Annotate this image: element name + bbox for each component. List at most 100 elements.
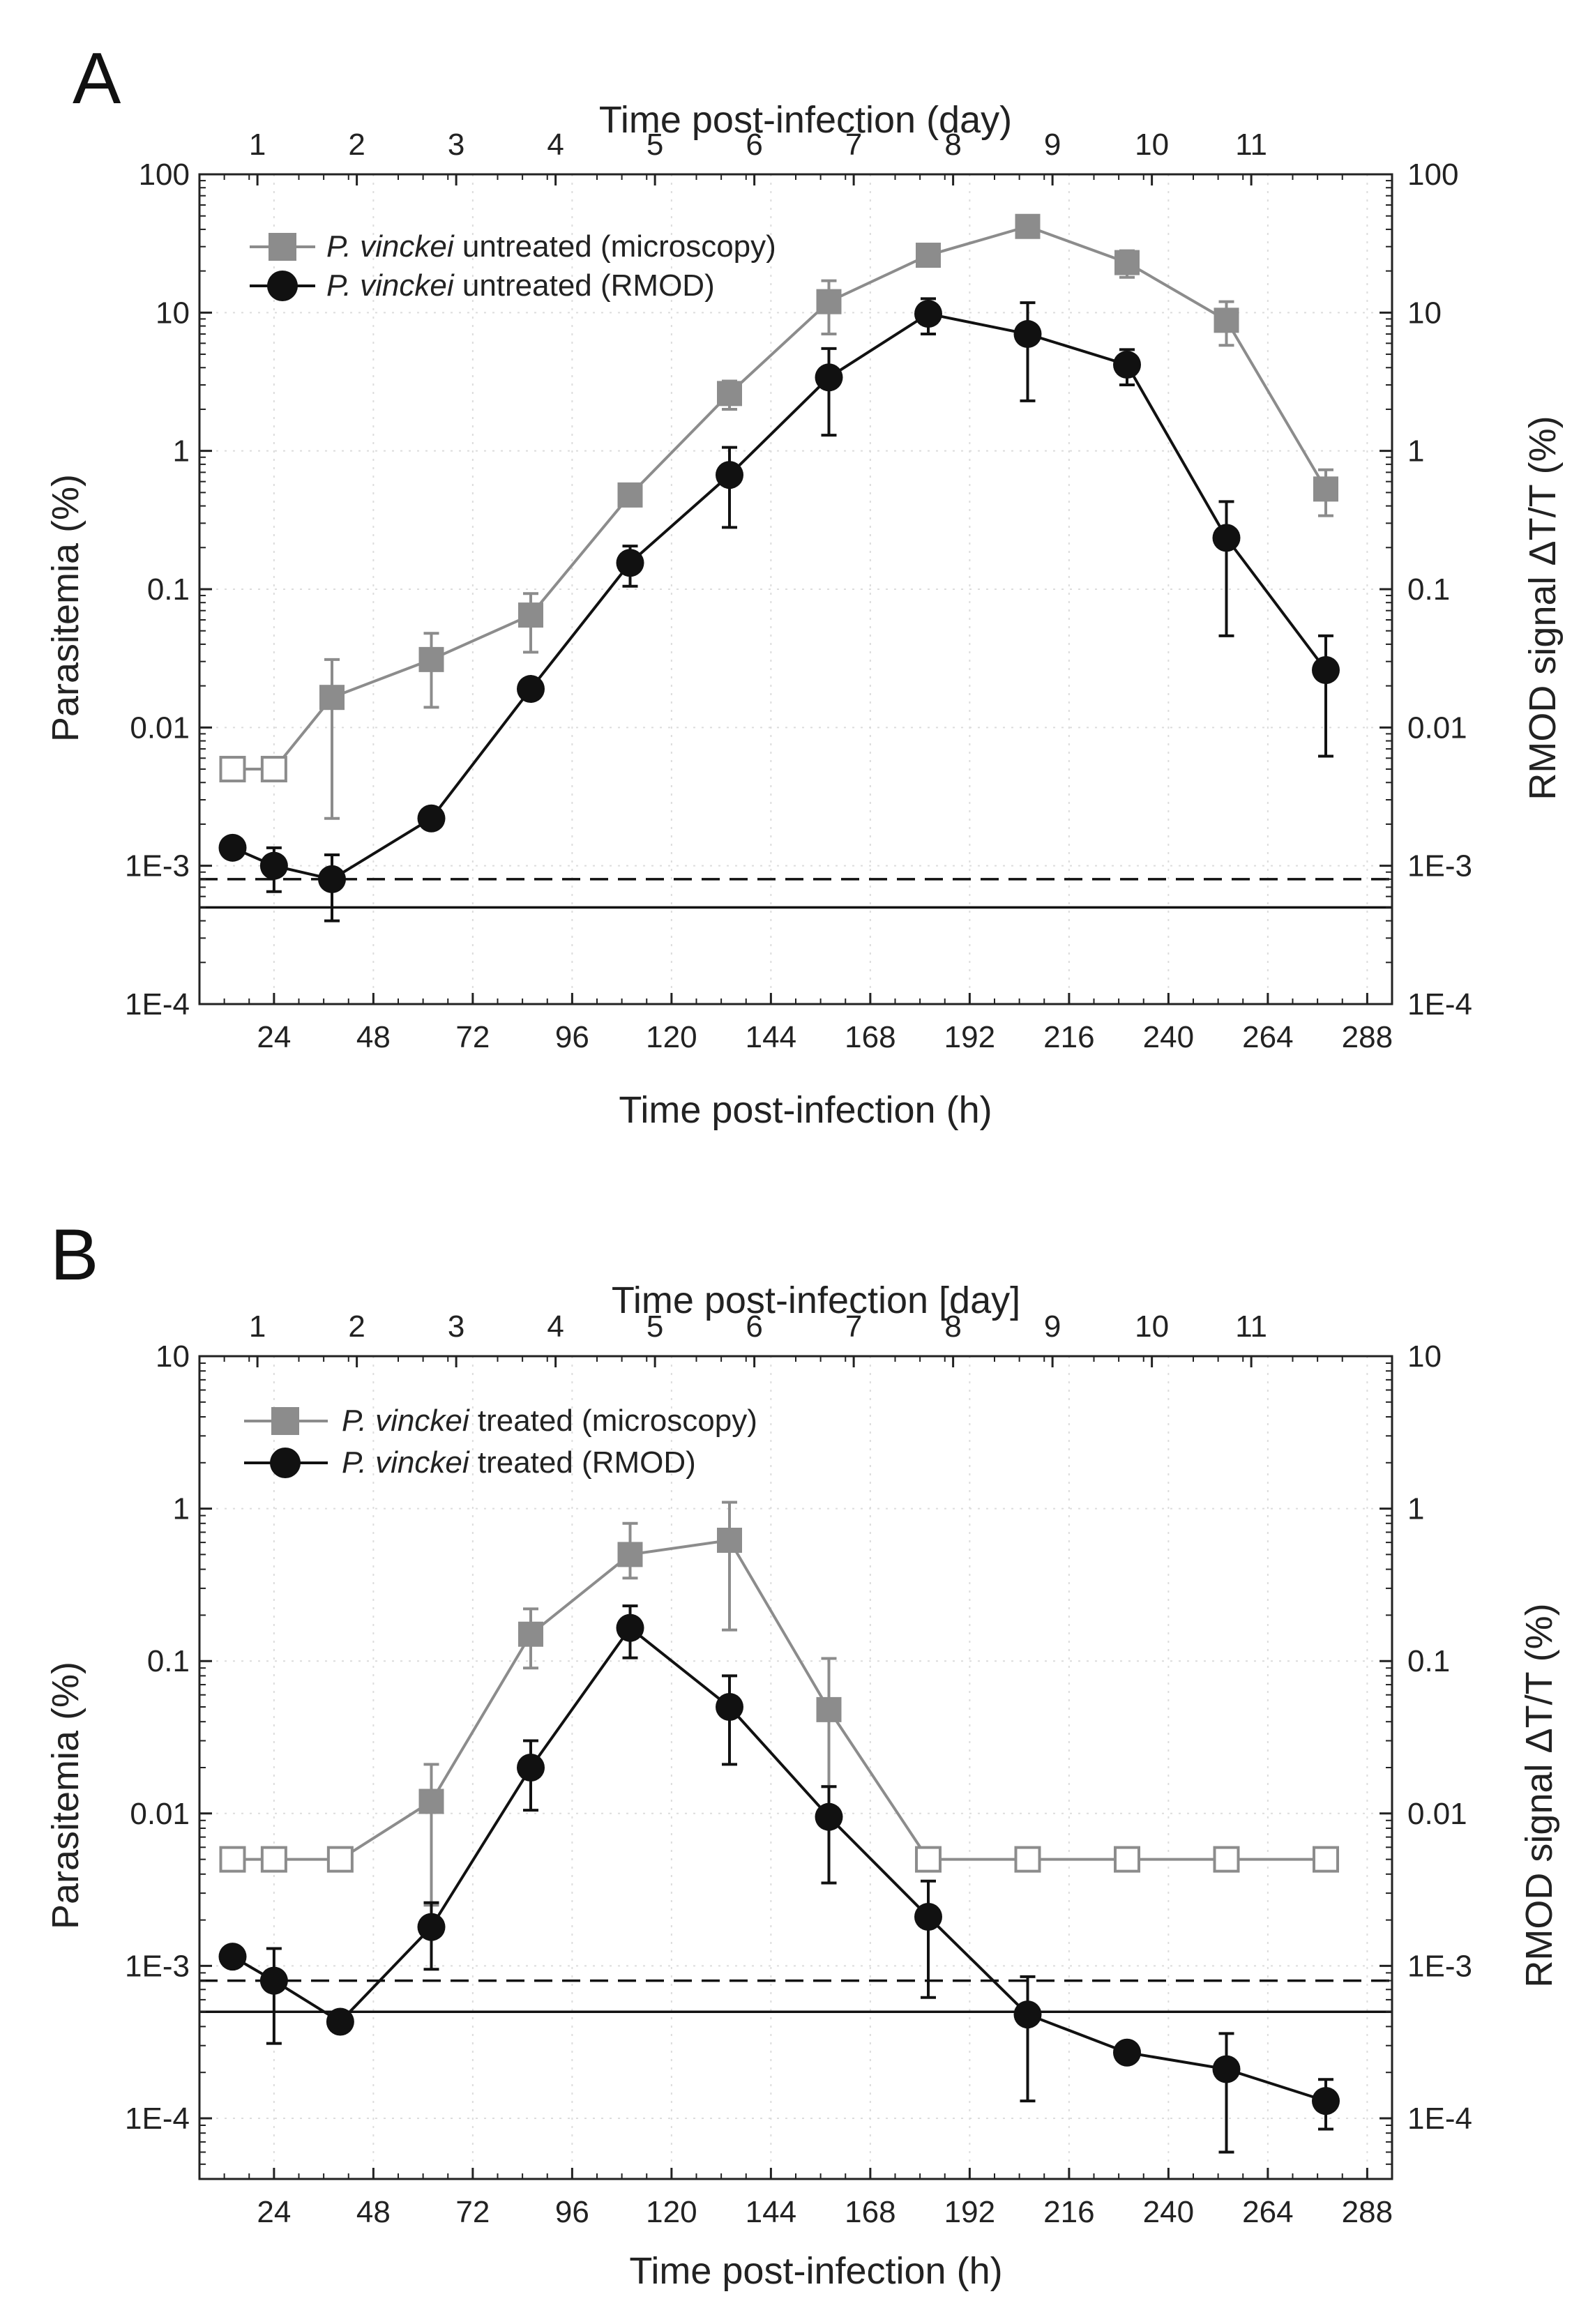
data-point-circle xyxy=(716,1693,743,1722)
legend-desc: treated (microscopy) xyxy=(469,1404,757,1438)
y2-tick-label: 100 xyxy=(1407,158,1458,192)
y2-tick-label: 1E-4 xyxy=(1407,2102,1472,2136)
x2-tick-label: 7 xyxy=(845,1309,862,1344)
y2-tick-label: 1 xyxy=(1407,434,1424,469)
legend-desc: untreated (microscopy) xyxy=(454,229,776,264)
legend-species: P. vinckei xyxy=(342,1404,470,1438)
panel-b: B Time post-infection [day] Time post-in… xyxy=(45,1215,1560,2292)
x-tick-label: 192 xyxy=(944,1020,995,1054)
x2-tick-label: 2 xyxy=(348,1309,365,1344)
legend-species: P. vinckei xyxy=(326,268,455,303)
data-point-circle xyxy=(1013,320,1042,349)
data-point-square xyxy=(1114,250,1140,275)
x2-tick-label: 5 xyxy=(647,1309,663,1344)
y2-tick-label: 0.01 xyxy=(1407,1797,1467,1831)
x-tick-label: 24 xyxy=(257,2195,291,2229)
data-point-circle xyxy=(417,1913,446,1941)
panel-a-ticks: 24 48 72 96 120 144 168 192 216 240 264 288 1 2 3 4 5 6 7 8… xyxy=(125,128,1472,1054)
data-point-circle xyxy=(1013,2000,1042,2029)
data-point-circle xyxy=(326,2007,354,2036)
x-tick-label: 120 xyxy=(646,1020,697,1054)
y2-tick-label: 0.1 xyxy=(1407,572,1450,607)
y-tick-label: 1E-4 xyxy=(125,987,190,1022)
x2-tick-label: 11 xyxy=(1235,128,1267,162)
y2-tick-label: 0.01 xyxy=(1407,711,1467,745)
x2-tick-label: 6 xyxy=(746,1309,762,1344)
x-tick-label: 216 xyxy=(1043,2195,1094,2229)
x-tick-label: 240 xyxy=(1143,1020,1194,1054)
x-tick-label: 144 xyxy=(746,1020,796,1054)
data-point-open-square xyxy=(219,756,246,783)
data-point-circle xyxy=(517,1754,545,1782)
series-rmod xyxy=(218,297,1340,922)
panel-a-y-axis-title: Parasitemia (%) xyxy=(45,474,86,742)
y-tick-label: 10 xyxy=(156,296,190,330)
x-tick-label: 48 xyxy=(356,1020,391,1054)
x-tick-label: 168 xyxy=(845,2195,895,2229)
y-tick-label: 10 xyxy=(156,1339,190,1374)
data-point-open-square xyxy=(1114,1846,1140,1873)
legend-desc: untreated (RMOD) xyxy=(454,268,715,303)
data-point-open-square xyxy=(1014,1846,1041,1873)
data-point-square xyxy=(717,1527,742,1553)
y2-tick-label: 1E-4 xyxy=(1407,987,1472,1022)
panel-b-gridlines xyxy=(199,1356,1392,2179)
x-tick-label: 168 xyxy=(845,1020,895,1054)
data-point-square xyxy=(816,1696,842,1722)
data-point-circle xyxy=(1212,524,1241,552)
panel-b-series xyxy=(218,1501,1340,2154)
panel-b-y-axis-title: Parasitemia (%) xyxy=(45,1662,86,1929)
legend-circle-icon xyxy=(267,271,298,301)
x2-tick-label: 11 xyxy=(1235,1309,1267,1344)
x2-tick-label: 6 xyxy=(746,128,762,162)
x-tick-label: 48 xyxy=(356,2195,391,2229)
y-tick-label: 1E-3 xyxy=(125,1949,190,1983)
series-microscopy xyxy=(219,1501,1339,1907)
y2-tick-label: 10 xyxy=(1407,1339,1442,1374)
data-point-open-square xyxy=(1213,1846,1240,1873)
y2-tick-label: 0.1 xyxy=(1407,1644,1450,1678)
x-tick-label: 264 xyxy=(1242,1020,1293,1054)
x-tick-label: 144 xyxy=(746,2195,796,2229)
x2-tick-label: 2 xyxy=(348,128,365,162)
legend-square-icon xyxy=(269,233,296,261)
x2-tick-label: 1 xyxy=(249,1309,266,1344)
panel-b-ticks: 24 48 72 96 120 144 168 192 216 240 264 288 1 2 3 4 5 6 7 8… xyxy=(125,1309,1472,2229)
data-point-circle xyxy=(417,804,446,833)
x-tick-label: 192 xyxy=(944,2195,995,2229)
y-tick-label: 0.01 xyxy=(130,1797,190,1831)
panel-b-right-y-axis-title: RMOD signal ΔT/T (%) xyxy=(1518,1603,1560,1987)
data-point-open-square xyxy=(1313,1846,1339,1873)
data-point-circle xyxy=(1312,2087,1340,2116)
x2-tick-label: 8 xyxy=(944,128,961,162)
y2-tick-label: 10 xyxy=(1407,296,1442,330)
data-point-square xyxy=(1214,307,1239,333)
y-tick-label: 0.1 xyxy=(147,1644,190,1678)
data-point-circle xyxy=(517,675,545,704)
x2-tick-label: 9 xyxy=(1044,128,1061,162)
data-point-square xyxy=(418,1788,444,1814)
panel-a-gridlines xyxy=(199,174,1392,1004)
y2-tick-label: 1E-3 xyxy=(1407,1949,1472,1983)
data-point-circle xyxy=(616,1613,644,1642)
legend-circle-icon xyxy=(270,1448,301,1478)
x-tick-label: 96 xyxy=(555,2195,589,2229)
y-tick-label: 100 xyxy=(139,158,190,192)
panel-a-top-axis-title: Time post-infection (day) xyxy=(599,99,1012,141)
x2-tick-label: 10 xyxy=(1135,128,1169,162)
series-microscopy xyxy=(219,213,1338,820)
legend-label-rmod: P. vinckei treated (RMOD) xyxy=(342,1445,696,1480)
panel-b-x-axis-title: Time post-infection (h) xyxy=(629,2250,1002,2292)
legend-species: P. vinckei xyxy=(326,229,455,264)
y2-tick-label: 1 xyxy=(1407,1492,1424,1526)
legend-desc: treated (RMOD) xyxy=(469,1445,696,1480)
data-point-square xyxy=(418,646,444,672)
legend-species: P. vinckei xyxy=(342,1445,470,1480)
y-tick-label: 0.1 xyxy=(147,572,190,607)
panel-a-x-axis-title: Time post-infection (h) xyxy=(619,1089,992,1131)
x-tick-label: 96 xyxy=(555,1020,589,1054)
x-tick-label: 264 xyxy=(1242,2195,1293,2229)
data-point-circle xyxy=(259,851,288,880)
x2-tick-label: 7 xyxy=(845,128,862,162)
y-tick-label: 1 xyxy=(173,434,190,469)
